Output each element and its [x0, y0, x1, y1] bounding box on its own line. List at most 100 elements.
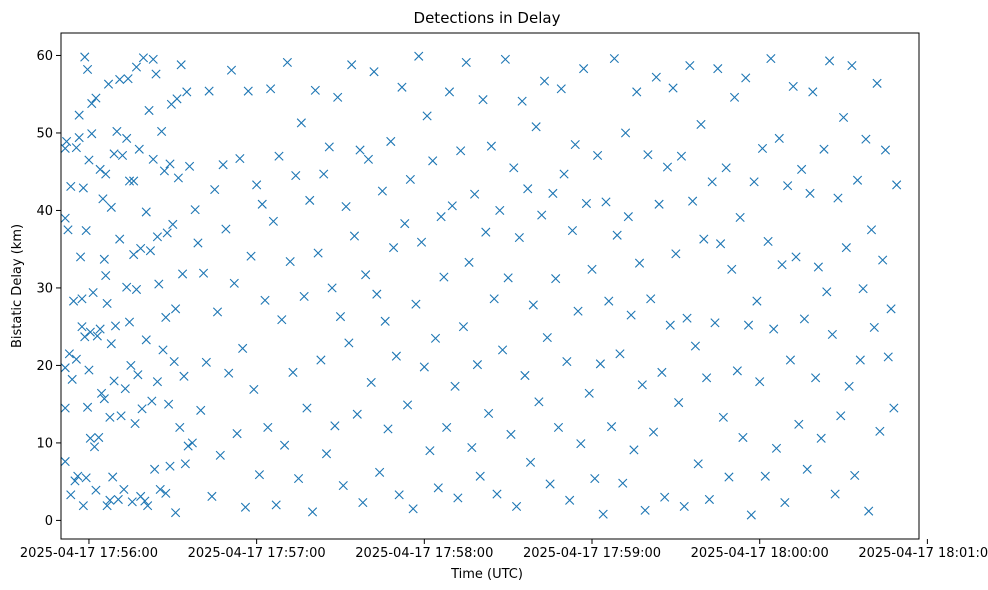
data-point: [713, 64, 723, 74]
data-point: [808, 87, 818, 97]
data-point: [274, 151, 284, 161]
data-point: [358, 497, 368, 508]
data-point: [590, 473, 600, 484]
data-point: [676, 151, 687, 161]
data-point: [889, 403, 899, 413]
data-point: [212, 307, 223, 317]
data-point: [235, 153, 245, 164]
data-point: [548, 188, 558, 198]
data-point: [545, 479, 555, 489]
data-point: [517, 96, 527, 106]
data-point: [383, 424, 393, 434]
data-point: [629, 445, 639, 455]
data-point: [124, 176, 135, 186]
data-point: [330, 421, 340, 431]
data-point: [355, 145, 365, 155]
data-point: [159, 166, 169, 176]
data-point: [277, 315, 287, 325]
data-point: [523, 184, 533, 194]
data-point: [551, 274, 561, 284]
data-point: [240, 502, 251, 512]
data-point: [187, 438, 197, 448]
data-point: [640, 505, 650, 515]
data-point: [514, 232, 524, 243]
data-point: [802, 464, 812, 474]
data-point: [352, 409, 362, 419]
data-point: [394, 490, 404, 500]
data-point: [94, 432, 104, 443]
data-point: [380, 316, 390, 326]
data-point: [126, 360, 136, 371]
data-point: [67, 374, 77, 384]
data-point: [193, 238, 203, 248]
data-point: [102, 298, 112, 309]
data-point: [542, 332, 552, 343]
data-point: [60, 363, 70, 373]
y-tick-label: 0: [45, 514, 53, 529]
data-point: [794, 419, 804, 429]
data-point: [738, 432, 748, 443]
data-points: [60, 51, 902, 520]
data-point: [690, 341, 701, 351]
data-point: [461, 57, 471, 68]
data-point: [679, 501, 689, 512]
data-point: [735, 212, 745, 223]
data-point: [170, 304, 181, 314]
data-point: [366, 377, 376, 388]
data-point: [109, 376, 119, 386]
data-point: [344, 338, 354, 348]
data-point: [875, 426, 885, 436]
data-point: [757, 143, 768, 154]
data-point: [484, 408, 494, 419]
data-point: [419, 362, 429, 372]
data-point: [321, 449, 332, 459]
data-point: [157, 126, 167, 136]
data-point: [279, 440, 290, 450]
data-point: [252, 180, 262, 190]
data-point: [604, 296, 614, 306]
data-point: [375, 467, 385, 477]
data-point: [372, 289, 382, 299]
data-point: [489, 294, 499, 304]
data-point: [112, 126, 122, 136]
data-point: [145, 246, 156, 256]
data-point: [799, 314, 810, 324]
data-point: [416, 237, 427, 247]
data-point: [82, 64, 93, 75]
data-point: [131, 62, 142, 72]
data-point: [657, 367, 667, 377]
data-point: [668, 83, 678, 93]
data-point: [612, 230, 622, 240]
data-point: [892, 180, 902, 190]
data-point: [785, 355, 796, 365]
data-point: [626, 310, 636, 320]
data-point: [91, 485, 101, 495]
data-point: [852, 175, 863, 185]
data-point: [646, 294, 656, 304]
data-point: [567, 226, 578, 236]
data-point: [539, 76, 550, 86]
data-point: [833, 193, 843, 203]
data-point: [634, 258, 645, 268]
data-point: [755, 377, 765, 387]
data-point: [361, 270, 371, 280]
data-point: [106, 339, 116, 349]
data-point: [130, 418, 140, 429]
data-point: [377, 186, 387, 196]
data-point: [71, 143, 81, 153]
data-point: [411, 299, 421, 309]
data-point: [662, 162, 673, 172]
data-point: [190, 205, 200, 215]
data-point: [442, 422, 452, 433]
data-point: [506, 429, 516, 439]
data-point: [78, 501, 88, 511]
data-point: [623, 212, 633, 222]
data-point: [509, 163, 519, 173]
data-point: [671, 249, 681, 259]
data-point: [172, 94, 182, 104]
data-point: [534, 397, 544, 407]
data-point: [263, 422, 273, 433]
y-tick-label: 60: [36, 49, 53, 64]
data-point: [144, 105, 154, 116]
data-point: [77, 294, 87, 304]
